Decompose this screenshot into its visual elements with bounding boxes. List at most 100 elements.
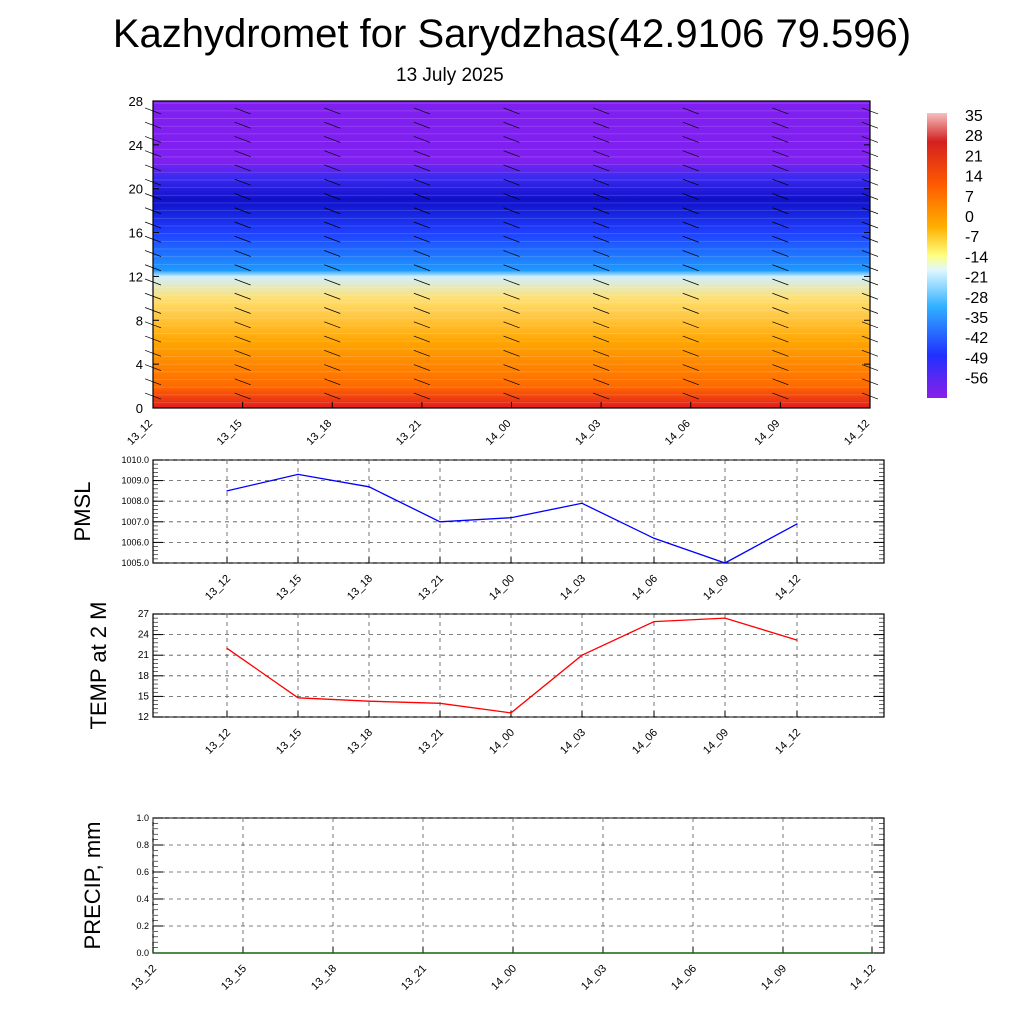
- wind-barb: [682, 207, 699, 215]
- wind-barb: [413, 221, 430, 229]
- data-point: [581, 502, 583, 504]
- colorbar-label: 7: [965, 189, 974, 206]
- y-tick-label: 0.6: [136, 867, 149, 877]
- x-tick-label: 13_18: [345, 727, 375, 757]
- wind-barb: [593, 221, 610, 229]
- wind-barb: [234, 307, 251, 314]
- data-point: [692, 952, 694, 954]
- wind-barb: [682, 164, 699, 172]
- heatmap-field: [153, 101, 870, 408]
- wind-barb: [593, 378, 610, 386]
- wind-barb: [234, 207, 251, 215]
- wind-barb: [324, 378, 341, 386]
- wind-barb: [772, 349, 789, 357]
- wind-barb: [503, 193, 520, 200]
- x-tick-label: 13_18: [309, 963, 339, 993]
- x-tick-label: 14_06: [669, 963, 699, 993]
- wind-barb: [413, 193, 430, 200]
- colorbar-label: 0: [965, 209, 974, 226]
- wind-barb: [772, 193, 789, 200]
- wind-barb: [682, 307, 699, 314]
- x-tick-label: 14_12: [842, 418, 872, 448]
- x-tick-label: 14_12: [773, 727, 803, 757]
- data-point: [602, 952, 604, 954]
- wind-barb: [772, 321, 789, 329]
- wind-barb: [593, 193, 610, 200]
- data-point: [512, 952, 514, 954]
- x-tick-label: 14_12: [848, 963, 878, 993]
- data-point: [226, 647, 228, 649]
- x-tick-label: 14_09: [701, 727, 731, 757]
- data-point: [653, 621, 655, 623]
- colorbar-label: -14: [965, 249, 988, 266]
- wind-barb: [234, 378, 251, 386]
- data-point: [242, 952, 244, 954]
- wind-barb: [593, 136, 610, 143]
- y-tick-label: 28: [129, 94, 143, 109]
- wind-barb: [324, 292, 341, 300]
- y-tick-label: 0: [136, 401, 143, 416]
- wind-barb: [324, 349, 341, 357]
- wind-barb: [324, 193, 341, 200]
- x-tick-label: 14_00: [487, 573, 517, 603]
- y-tick-label: 0.8: [136, 840, 149, 850]
- heatmap-panel: 0 4 8 12 16 20 24 28 13_12 13_15 13_18 13_21 14_00 14…: [125, 94, 879, 448]
- data-point: [796, 639, 798, 641]
- y-axis-label: PRECIP, mm: [80, 822, 105, 950]
- wind-barb: [234, 235, 251, 243]
- wind-barb: [234, 321, 251, 329]
- x-tick-label: 14_09: [759, 963, 789, 993]
- wind-barb: [593, 364, 610, 371]
- wind-barb: [503, 378, 520, 386]
- x-tick-label: 13_15: [219, 963, 249, 993]
- wind-barb: [324, 150, 341, 158]
- x-tick-label: 13_12: [129, 963, 159, 993]
- wind-barb: [413, 307, 430, 314]
- y-axis-label: TEMP at 2 M: [86, 602, 111, 730]
- y-tick-label: 1009.0: [121, 476, 149, 486]
- wind-barb: [593, 178, 610, 186]
- wind-barb: [772, 107, 789, 115]
- wind-barb: [234, 292, 251, 300]
- wind-barb: [772, 221, 789, 229]
- wind-barb: [324, 264, 341, 272]
- wind-barb: [682, 150, 699, 158]
- data-point: [796, 523, 798, 525]
- wind-barb: [234, 278, 251, 286]
- wind-barb: [772, 335, 789, 343]
- wind-barb: [413, 207, 430, 215]
- wind-barb: [324, 136, 341, 143]
- wind-barb: [593, 335, 610, 343]
- x-tick-label: 14_06: [630, 573, 660, 603]
- wind-barb: [324, 221, 341, 229]
- wind-barb: [234, 136, 251, 143]
- wind-barb: [234, 392, 251, 400]
- data-point: [782, 952, 784, 954]
- y-tick-label: 0.0: [136, 948, 149, 958]
- wind-barb: [234, 250, 251, 257]
- wind-barb: [413, 335, 430, 343]
- wind-barb: [593, 349, 610, 357]
- temp-panel: 12 15 18 21 24 27 13_12 13_15 13_18 13_21 14_00 14_…: [86, 602, 885, 757]
- wind-barb: [772, 178, 789, 186]
- wind-barb: [234, 221, 251, 229]
- series-line: [226, 617, 798, 714]
- x-tick-label: 13_15: [274, 573, 304, 603]
- y-tick-label: 1005.0: [121, 558, 149, 568]
- data-point: [368, 700, 370, 702]
- wind-barb: [324, 207, 341, 215]
- wind-barb: [234, 364, 251, 371]
- wind-barb: [324, 121, 341, 129]
- x-tick-label: 14_03: [558, 573, 588, 603]
- data-point: [653, 537, 655, 539]
- wind-barb: [772, 250, 789, 257]
- y-tick-label: 12: [138, 712, 150, 723]
- wind-barb: [503, 278, 520, 286]
- precip-panel: 0.0 0.2 0.4 0.6 0.8 1.0 13_12 13_15 13_18 13_21 14…: [80, 813, 885, 993]
- x-tick-label: 14_06: [663, 418, 693, 448]
- wind-barb: [503, 321, 520, 329]
- wind-barb: [413, 364, 430, 371]
- panel-frame: [152, 613, 885, 718]
- y-tick-label: 20: [129, 182, 143, 197]
